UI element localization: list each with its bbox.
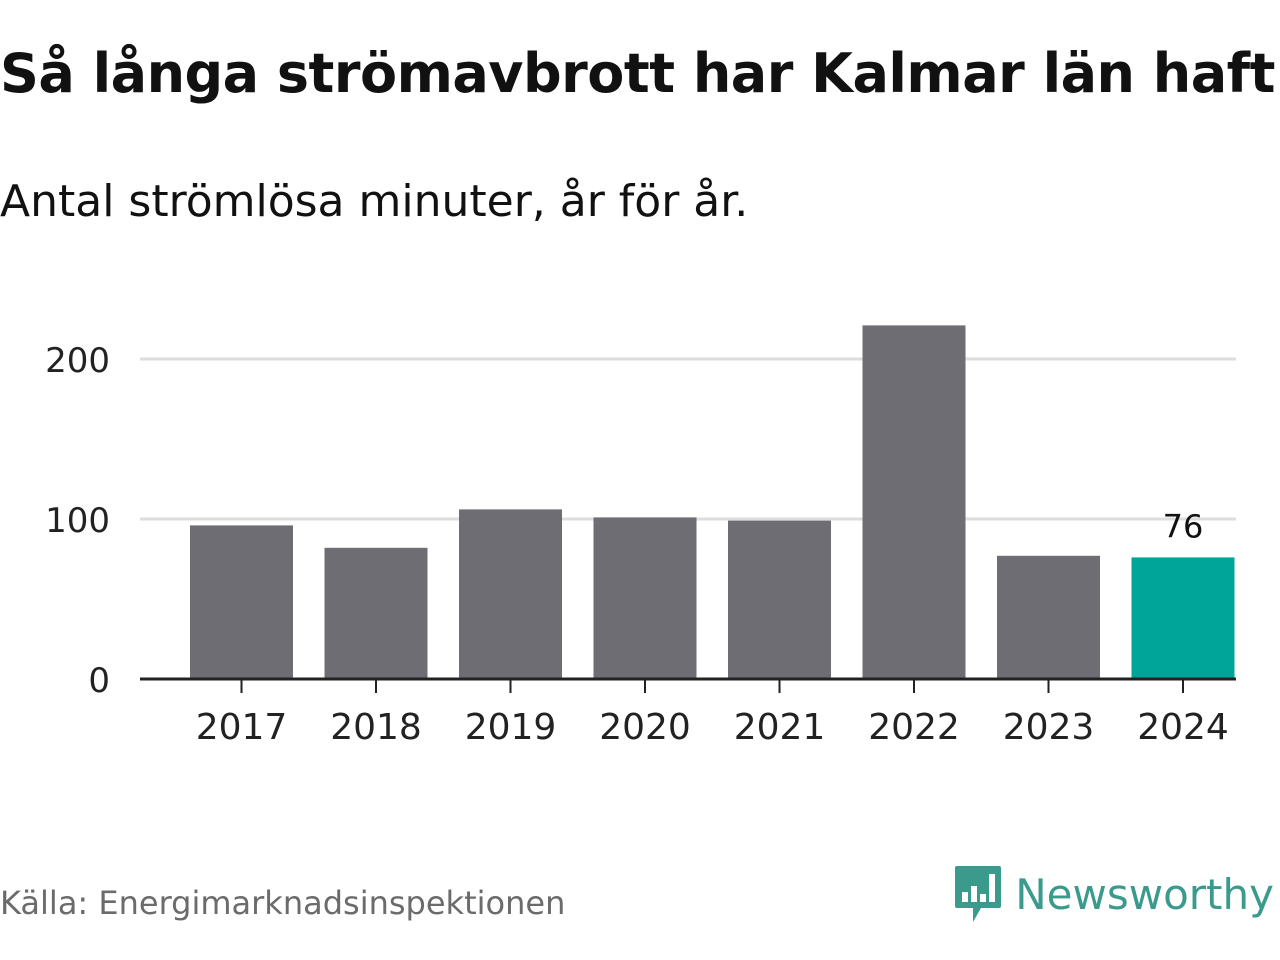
x-tick-label: 2022 <box>868 707 960 748</box>
x-tick-label: 2017 <box>196 707 288 748</box>
x-axis-ticks <box>240 679 1184 693</box>
bar-2020 <box>593 517 697 679</box>
x-tick-label: 2019 <box>465 707 557 748</box>
data-label: 76 <box>1163 507 1204 545</box>
y-tick-label: 0 <box>88 661 110 701</box>
bar-2024 <box>1131 557 1235 679</box>
x-tick-label: 2024 <box>1137 707 1229 748</box>
gridlines <box>140 357 1236 521</box>
bar-2021 <box>728 520 831 679</box>
brand-name: Newsworthy <box>1015 869 1274 919</box>
newsworthy-logo-icon <box>955 866 1002 922</box>
x-tick-label: 2020 <box>599 707 691 748</box>
chart-title: Så långa strömavbrott har Kalmar län haf… <box>0 42 1275 105</box>
bars <box>190 325 1235 679</box>
y-tick-label: 200 <box>45 341 110 381</box>
x-tick-label: 2021 <box>734 707 826 748</box>
x-tick-label: 2018 <box>330 707 422 748</box>
x-tick-label: 2023 <box>1003 707 1095 748</box>
bar-2018 <box>324 547 428 679</box>
chart-subtitle: Antal strömlösa minuter, år för år. <box>0 176 749 227</box>
brand-logo: Newsworthy <box>953 864 1274 924</box>
bar-2019 <box>459 509 562 679</box>
bar-2023 <box>997 555 1100 679</box>
labels: 0 100 200 2017 2018 2019 2020 2021 2022 2023 2024 7… <box>45 341 1229 748</box>
bar-2017 <box>190 525 293 679</box>
source-note: Källa: Energimarknadsinspektionen <box>0 884 566 922</box>
y-tick-label: 100 <box>45 501 110 541</box>
bar-2022 <box>862 325 966 679</box>
